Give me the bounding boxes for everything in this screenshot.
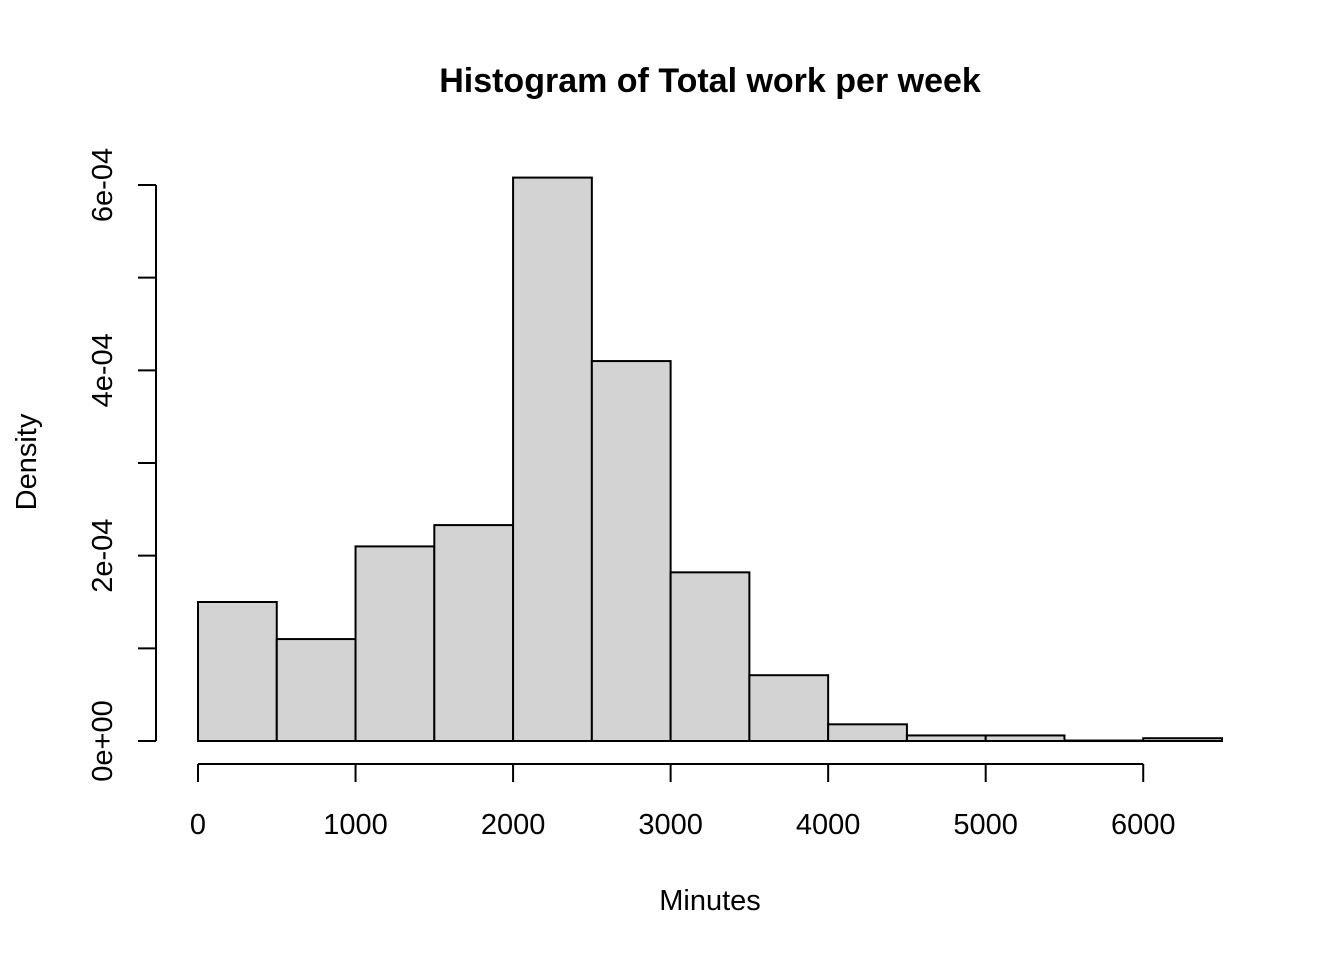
x-tick-label: 6000 [1111, 809, 1176, 841]
x-tick-label: 4000 [796, 809, 861, 841]
y-tick-label: 4e-04 [87, 333, 119, 407]
histogram-bar [433, 524, 515, 742]
histogram-bar [1063, 739, 1145, 743]
x-tick-label: 1000 [323, 809, 388, 841]
histogram-bar [669, 571, 751, 743]
x-axis: 0 1000 2000 3000 4000 5000 6000 [190, 763, 1176, 841]
histogram-bar [512, 176, 593, 742]
x-tick-label: 2000 [481, 809, 546, 841]
histogram-bars [197, 176, 1223, 743]
y-axis-label: Density [11, 413, 43, 510]
y-tick-label: 6e-04 [87, 148, 119, 222]
x-tick-label: 3000 [638, 809, 703, 841]
histogram-bar [275, 638, 357, 742]
x-axis-label: Minutes [659, 885, 761, 917]
histogram-bar [354, 545, 436, 743]
y-axis: 0e+00 2e-04 4e-04 6e-04 [87, 148, 157, 782]
histogram-bar [1142, 737, 1223, 742]
x-tick-label: 5000 [953, 809, 1018, 841]
histogram-bar [748, 674, 830, 742]
histogram-bar [905, 734, 987, 743]
histogram-bar [984, 734, 1066, 743]
chart-title: Histogram of Total work per week [439, 62, 981, 100]
y-tick-label: 0e+00 [87, 700, 119, 781]
y-tick-label: 2e-04 [87, 519, 119, 593]
x-tick-label: 0 [190, 809, 206, 841]
histogram-bar [827, 723, 908, 743]
histogram-bar [590, 360, 672, 742]
histogram-bar [197, 601, 278, 742]
